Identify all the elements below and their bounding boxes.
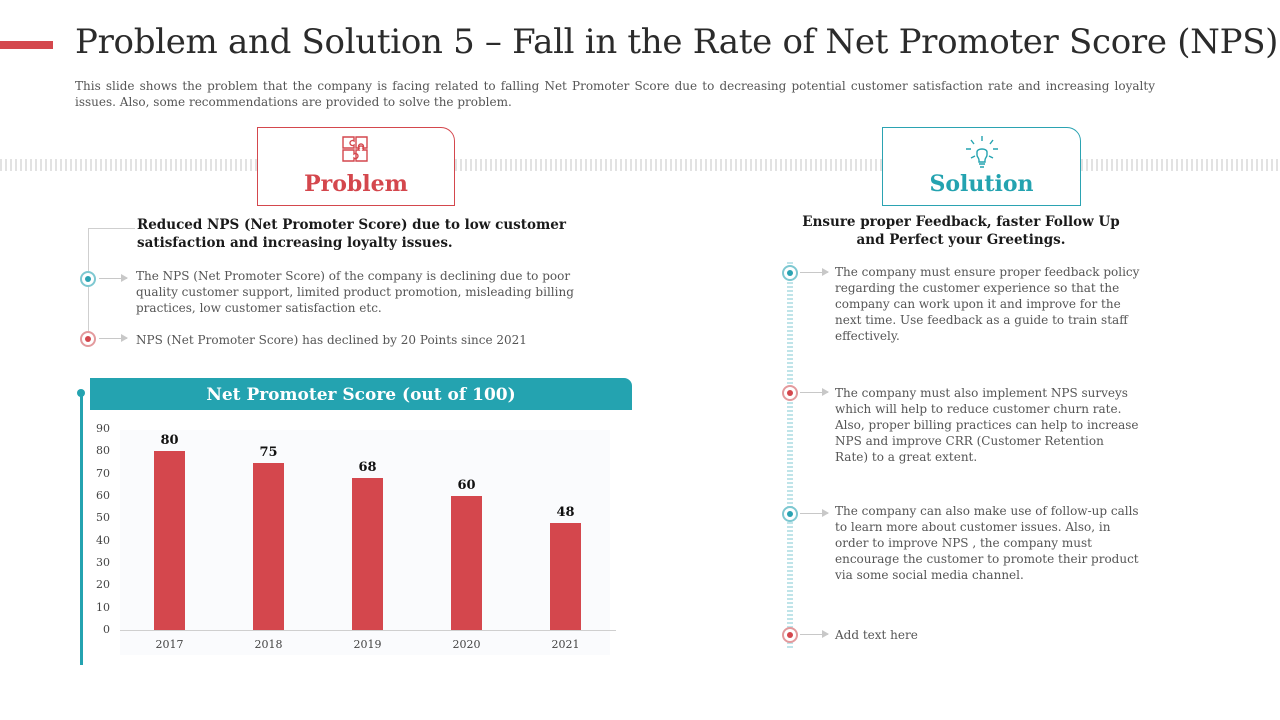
- bar-value-label: 48: [556, 504, 575, 520]
- problem-card-label: Problem: [304, 171, 408, 197]
- hatch-divider-middle: [455, 159, 882, 171]
- bar-value-label: 80: [160, 433, 179, 449]
- solution-card: Solution: [882, 127, 1081, 206]
- y-tick-label: 10: [96, 600, 110, 614]
- solution-bullet-2: [782, 385, 798, 401]
- arrow-icon: [800, 630, 829, 638]
- problem-bullet-1: [80, 271, 96, 287]
- x-tick-label: 2021: [551, 638, 580, 651]
- problem-point-2: NPS (Net Promoter Score) has declined by…: [136, 333, 527, 347]
- chart-side-dot: [77, 389, 85, 397]
- x-tick-label: 2020: [452, 638, 481, 651]
- bar-2020: [451, 496, 482, 630]
- slide-title: Problem and Solution 5 – Fall in the Rat…: [75, 22, 1279, 62]
- problem-heading: Reduced NPS (Net Promoter Score) due to …: [137, 217, 566, 251]
- bar-2019: [352, 478, 383, 630]
- bar-value-label: 75: [259, 444, 278, 460]
- solution-point-4: Add text here: [835, 628, 918, 642]
- hatch-divider-right: [1081, 159, 1280, 171]
- problem-card: Problem: [257, 127, 455, 206]
- bar-value-label: 68: [358, 460, 377, 476]
- arrow-icon: [800, 268, 829, 276]
- hatch-divider-left: [0, 159, 257, 171]
- bar-2017: [154, 451, 185, 630]
- solution-point-1: The company must ensure proper feedback …: [835, 265, 1140, 343]
- solution-timeline: [787, 262, 793, 650]
- arrow-icon: [800, 509, 829, 517]
- chart-title: Net Promoter Score (out of 100): [90, 378, 632, 410]
- y-tick-label: 80: [96, 444, 110, 458]
- problem-point-1: The NPS (Net Promoter Score) of the comp…: [136, 269, 574, 315]
- solution-bullet-4: [782, 627, 798, 643]
- y-tick-label: 30: [96, 556, 110, 569]
- chart-side-bar: [80, 392, 83, 665]
- y-tick-label: 20: [96, 578, 110, 592]
- y-tick-label: 60: [96, 489, 110, 502]
- solution-card-label: Solution: [929, 171, 1034, 197]
- arrow-icon: [800, 388, 829, 396]
- bar-value-label: 60: [457, 478, 476, 493]
- x-tick-label: 2018: [254, 638, 283, 651]
- solution-bullet-3: [782, 506, 798, 522]
- arrow-icon: [99, 334, 128, 342]
- hand-idea-icon: [962, 134, 1002, 176]
- puzzle-icon: [340, 134, 372, 170]
- slide-subtitle: This slide shows the problem that the co…: [75, 79, 1155, 109]
- problem-bullet-2: [80, 331, 96, 347]
- bar-2018: [253, 462, 284, 630]
- y-tick-label: 0: [103, 623, 110, 636]
- arrow-icon: [99, 274, 128, 282]
- y-tick-label: 90: [96, 422, 110, 435]
- solution-heading: Ensure proper Feedback, faster Follow Up…: [802, 214, 1120, 248]
- y-tick-label: 70: [96, 466, 110, 480]
- solution-point-2: The company must also implement NPS surv…: [835, 386, 1139, 464]
- chart-x-axis-line: [120, 630, 616, 631]
- solution-bullet-1: [782, 265, 798, 281]
- y-tick-label: 50: [96, 511, 110, 525]
- title-accent-bar: [0, 41, 53, 49]
- problem-connector-top: [88, 228, 135, 229]
- x-tick-label: 2019: [353, 638, 382, 651]
- x-tick-label: 2017: [155, 638, 184, 651]
- y-tick-label: 40: [96, 533, 110, 547]
- solution-point-3: The company can also make use of follow-…: [835, 504, 1139, 582]
- bar-2021: [550, 522, 581, 630]
